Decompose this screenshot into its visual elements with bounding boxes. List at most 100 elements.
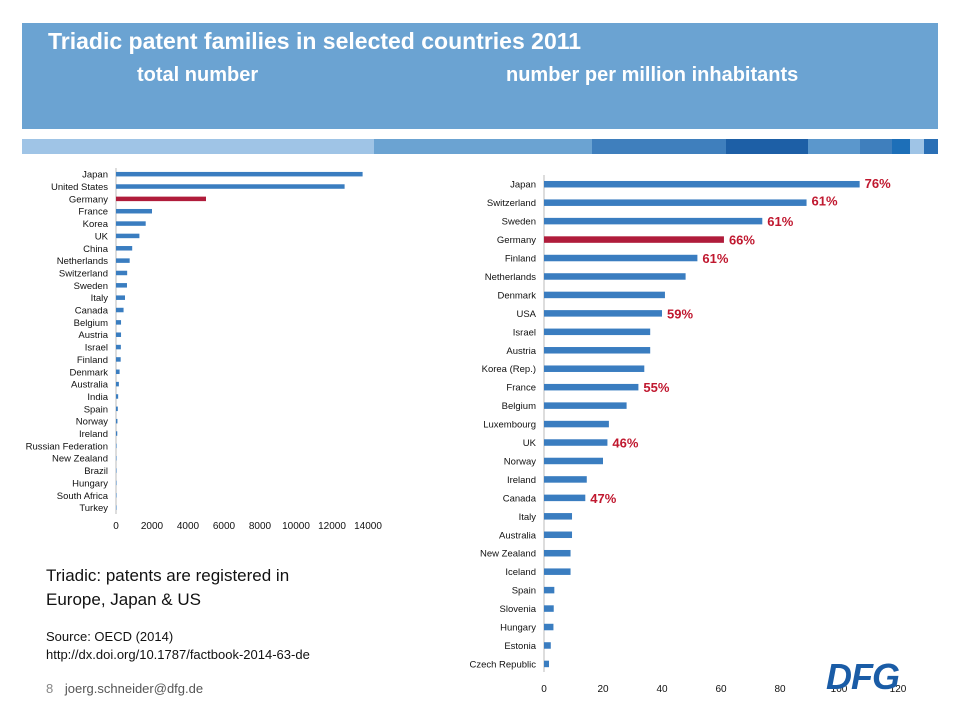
right-chart-bar (544, 254, 698, 262)
left-chart-category-label: Turkey (79, 503, 108, 514)
left-chart-bar (116, 246, 133, 251)
left-chart-bar (116, 431, 118, 436)
right-chart-category-label: Netherlands (485, 272, 536, 283)
left-chart-category-label: India (87, 392, 108, 403)
left-chart-category-label: South Africa (57, 491, 109, 502)
left-chart-category-label: United States (51, 182, 108, 193)
right-chart-share-annotation: 46% (612, 436, 638, 451)
left-chart-bar (116, 208, 152, 214)
right-chart-category-label: Czech Republic (469, 659, 536, 670)
right-chart-bar (544, 513, 573, 520)
left-chart-bar (116, 344, 121, 350)
left-chart-category-label: Brazil (84, 466, 108, 477)
right-chart-x-tick-label: 120 (890, 684, 907, 695)
right-chart-category-label: Israel (513, 327, 536, 338)
right-chart-share-annotation: 55% (643, 380, 669, 395)
right-chart-bar (544, 273, 686, 280)
left-chart-category-label: Australia (71, 380, 109, 391)
decor-stripe (860, 139, 892, 154)
left-chart-category-label: Spain (84, 404, 108, 415)
right-chart-bar (544, 660, 550, 668)
right-chart-category-label: Japan (510, 180, 536, 191)
left-chart-x-tick-label: 10000 (282, 521, 310, 532)
left-chart-bar (116, 307, 124, 313)
right-chart-bar (544, 291, 665, 299)
right-chart-category-label: Estonia (504, 641, 536, 652)
right-chart-bar (544, 568, 571, 575)
right-chart-share-annotation: 61% (767, 214, 793, 229)
left-chart-bar (116, 381, 119, 387)
right-chart-category-label: France (506, 383, 536, 394)
left-chart-category-label: Netherlands (57, 256, 108, 267)
decor-stripe (374, 139, 592, 154)
right-chart-x-tick-label: 80 (774, 684, 786, 695)
left-chart-bar (116, 394, 119, 399)
right-chart-bar (544, 420, 609, 428)
right-chart-category-label: Australia (499, 530, 537, 541)
left-chart-category-label: Denmark (69, 367, 108, 378)
left-chart-bar (116, 295, 125, 300)
right-chart-category-label: Italy (519, 512, 537, 523)
right-chart-category-label: Ireland (507, 475, 536, 486)
right-chart-category-label: Slovenia (500, 604, 537, 615)
left-chart-bar (116, 357, 121, 362)
right-chart-category-label: Norway (504, 456, 536, 467)
left-chart-bar (116, 505, 117, 510)
right-chart-x-tick-label: 100 (831, 684, 848, 695)
left-chart-category-label: Germany (69, 194, 108, 205)
right-chart-bar (544, 642, 551, 649)
right-chart-category-label: Austria (506, 346, 536, 357)
right-chart-category-label: Finland (505, 254, 536, 265)
right-chart-bar (544, 531, 573, 539)
subtitle-total-number: total number (137, 64, 259, 86)
right-chart-bar (544, 586, 555, 594)
right-chart-category-label: Canada (503, 493, 537, 504)
right-chart-bar (544, 623, 554, 631)
left-chart-bar (116, 443, 117, 449)
right-chart-category-label: Korea (Rep.) (482, 364, 536, 375)
left-chart-category-label: Hungary (72, 478, 108, 489)
left-chart-x-tick-label: 4000 (177, 521, 200, 532)
right-chart-category-label: USA (516, 309, 536, 320)
page-number: 8 (46, 681, 54, 696)
decor-stripe (808, 139, 860, 154)
decor-stripe (22, 139, 374, 154)
right-chart-bar (544, 494, 586, 502)
left-chart-bar (116, 406, 118, 412)
left-chart-x-tick-label: 14000 (354, 521, 382, 532)
left-chart-category-label: Israel (85, 343, 108, 354)
left-chart-category-label: France (78, 207, 108, 218)
left-chart-category-label: Sweden (74, 281, 108, 292)
left-chart-x-tick-label: 8000 (249, 521, 272, 532)
left-chart-category-label: Switzerland (59, 268, 108, 279)
left-chart-bar (116, 270, 128, 276)
right-chart-bar (544, 402, 627, 409)
left-chart-bar (116, 332, 122, 337)
right-chart-share-annotation: 59% (667, 306, 693, 321)
slide-title: Triadic patent families in selected coun… (48, 28, 582, 54)
right-chart-category-label: UK (523, 438, 537, 449)
left-chart-bar (116, 480, 117, 486)
left-chart-bar (116, 418, 118, 424)
left-chart-category-label: UK (95, 231, 109, 242)
right-chart-bar (544, 605, 554, 612)
right-chart-bar (544, 217, 763, 225)
left-chart-bar (116, 320, 122, 325)
left-chart-category-label: Norway (76, 417, 108, 428)
left-chart-x-tick-label: 2000 (141, 521, 164, 532)
source-citation: Source: OECD (2014) http://dx.doi.org/10… (46, 628, 310, 664)
right-chart-x-tick-label: 60 (715, 684, 727, 695)
decor-stripe (726, 139, 808, 154)
left-chart-category-label: Ireland (79, 429, 108, 440)
left-chart-bar (116, 184, 345, 189)
left-chart-bar (116, 493, 117, 498)
right-chart-category-label: New Zealand (480, 549, 536, 560)
left-chart-bar (116, 369, 120, 375)
note-line-1: Triadic: patents are registered in (46, 566, 290, 585)
right-chart-bar (544, 347, 651, 354)
right-chart-bar (544, 310, 662, 317)
right-chart-share-annotation: 66% (729, 233, 755, 248)
left-chart-bar (116, 455, 117, 461)
left-chart-category-label: Russian Federation (26, 441, 108, 452)
